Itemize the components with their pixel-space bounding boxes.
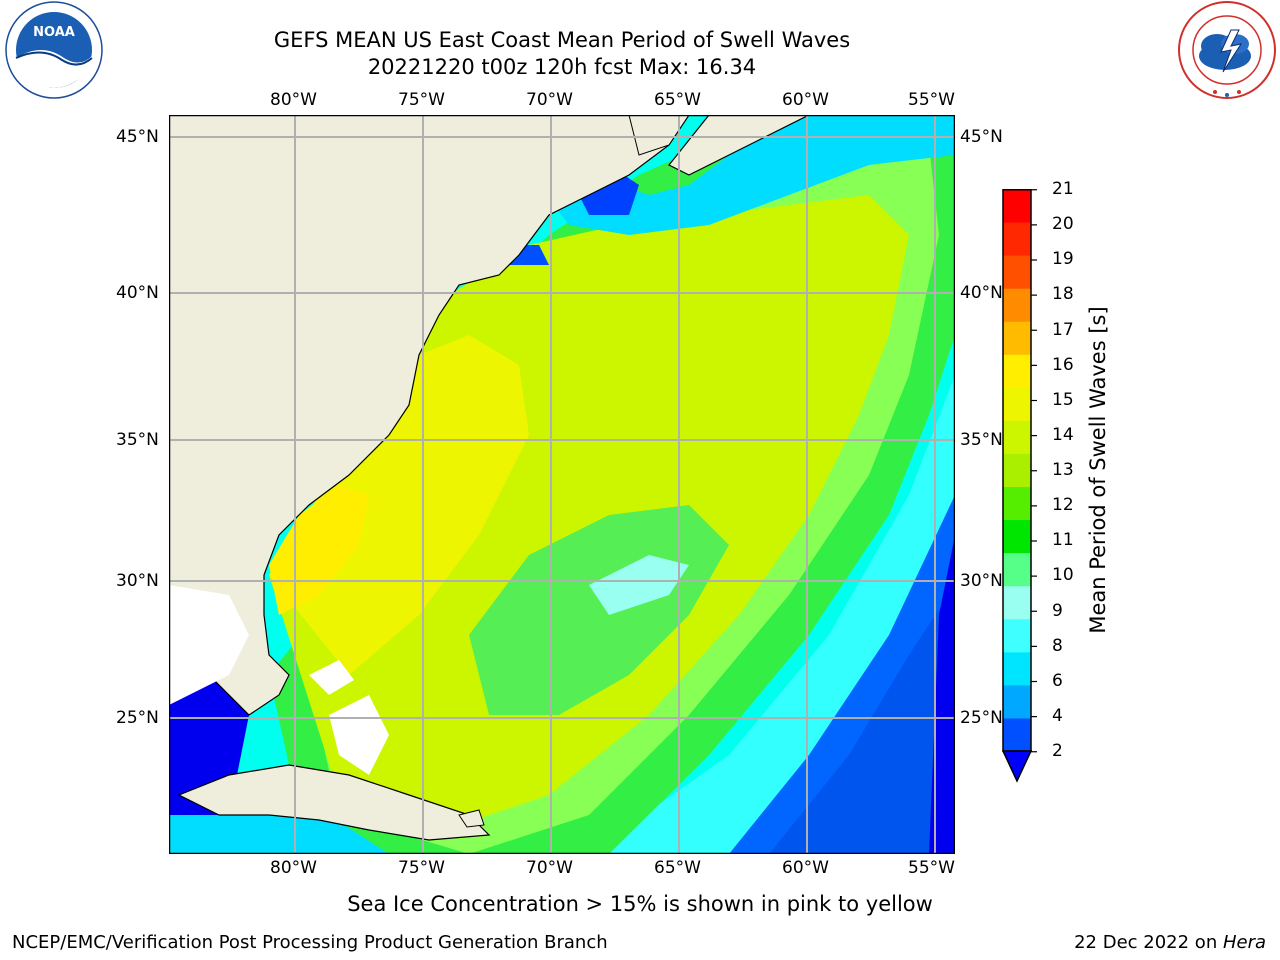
map-title: GEFS MEAN US East Coast Mean Period of S… (273, 28, 851, 52)
lat-label-left-40n: 40°N (116, 283, 159, 303)
colorbar-segment (1003, 519, 1031, 554)
nws-logo (1175, 0, 1279, 100)
colorbar-tick-label: 2 (1052, 741, 1063, 761)
sea-ice-note: Sea Ice Concentration > 15% is shown in … (347, 892, 933, 916)
colorbar-segment (1003, 420, 1031, 454)
lat-label-right-30n: 30°N (960, 571, 1003, 591)
colorbar-tick-label: 15 (1052, 389, 1074, 410)
colorbar-label: Mean Period of Swell Waves [s] (1086, 306, 1110, 634)
colorbar-tick-label: 17 (1052, 319, 1074, 340)
date-text: 22 Dec 2022 on Hera (1074, 932, 1266, 953)
colorbar-segment (1003, 486, 1031, 521)
lon-label-top-60w: 60°W (782, 90, 829, 110)
lon-label-top-65w: 65°W (654, 90, 701, 110)
colorbar-segment (1003, 354, 1031, 388)
map-subtitle: 20221220 t00z 120h fcst Max: 16.34 (367, 55, 757, 79)
colorbar-tick-label: 11 (1052, 530, 1074, 551)
lat-label-left-35n: 35°N (116, 430, 159, 450)
colorbar-segment (1003, 288, 1031, 322)
colorbar-segment (1003, 387, 1031, 421)
credit-text: NCEP/EMC/Verification Post Processing Pr… (12, 932, 608, 953)
colorbar-tick-label: 8 (1052, 635, 1063, 656)
colorbar-segment (1003, 321, 1031, 355)
colorbar-ticks: 21 20 19 18 17 16 15 14 13 12 11 10 9 8 6 4 2 (1040, 179, 1100, 770)
lon-label-bottom-60w: 60°W (782, 858, 829, 878)
colorbar-tick-label: 9 (1052, 600, 1063, 621)
colorbar-segment (1003, 717, 1031, 752)
colorbar-segment (1003, 585, 1031, 620)
colorbar-tick-label: 13 (1052, 460, 1074, 480)
lon-label-bottom-75w: 75°W (398, 858, 445, 878)
lat-label-right-45n: 45°N (960, 127, 1003, 147)
lat-label-left-30n: 30°N (116, 571, 159, 591)
lon-label-top-55w: 55°W (908, 90, 955, 110)
lon-label-bottom-80w: 80°W (270, 858, 317, 878)
colorbar-segment (1003, 222, 1031, 256)
colorbar-tick-label: 14 (1052, 424, 1074, 445)
colorbar (1001, 189, 1038, 783)
colorbar-segment (1003, 453, 1031, 488)
lon-label-top-75w: 75°W (398, 90, 445, 110)
lon-label-bottom-65w: 65°W (654, 858, 701, 878)
colorbar-segment (1003, 684, 1031, 719)
colorbar-segment (1003, 552, 1031, 587)
lon-label-top-80w: 80°W (270, 90, 317, 110)
colorbar-segment (1003, 618, 1031, 653)
colorbar-segment (1003, 255, 1031, 289)
colorbar-segment (1003, 651, 1031, 686)
colorbar-tick-label: 12 (1052, 495, 1074, 516)
colorbar-tick-label: 6 (1052, 670, 1063, 691)
colorbar-tick-label: 4 (1052, 705, 1063, 726)
colorbar-tick-label: 18 (1052, 284, 1074, 305)
lat-label-right-25n: 25°N (960, 708, 1003, 728)
lat-label-left-45n: 45°N (116, 127, 159, 147)
colorbar-segment (1003, 189, 1031, 223)
colorbar-tick-label: 21 (1052, 179, 1074, 199)
lat-label-left-25n: 25°N (116, 708, 159, 728)
colorbar-tick-label: 20 (1052, 214, 1074, 235)
machine-name: Hera (1222, 932, 1266, 953)
svg-text:NOAA: NOAA (33, 25, 75, 40)
lon-label-bottom-70w: 70°W (526, 858, 573, 878)
colorbar-tick-label: 10 (1052, 565, 1074, 586)
lon-label-top-70w: 70°W (526, 90, 573, 110)
colorbar-tick-label: 19 (1052, 249, 1074, 270)
noaa-logo: NOAA (2, 0, 106, 100)
lon-label-bottom-55w: 55°W (908, 858, 955, 878)
lat-label-right-35n: 35°N (960, 430, 1003, 450)
colorbar-extend-arrow (1001, 750, 1033, 783)
swell-period-map (168, 114, 956, 855)
lat-label-right-40n: 40°N (960, 283, 1003, 303)
colorbar-tick-label: 16 (1052, 354, 1074, 375)
